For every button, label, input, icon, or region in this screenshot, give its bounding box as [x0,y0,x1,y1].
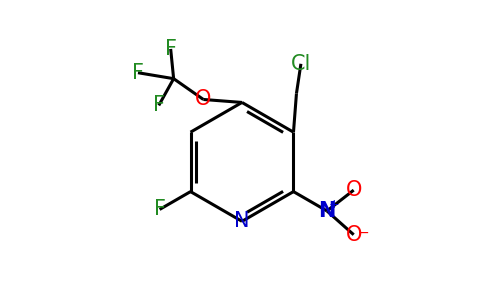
Text: N: N [318,201,335,221]
Text: Cl: Cl [291,54,311,74]
Text: F: F [165,39,177,59]
Text: F: F [153,95,165,116]
Text: +: + [329,199,340,212]
Text: N: N [234,211,250,231]
Text: F: F [132,63,144,83]
Text: O: O [346,225,362,245]
Text: −: − [357,226,369,240]
Text: F: F [153,200,166,219]
Text: O: O [195,89,212,110]
Text: O: O [346,180,362,200]
